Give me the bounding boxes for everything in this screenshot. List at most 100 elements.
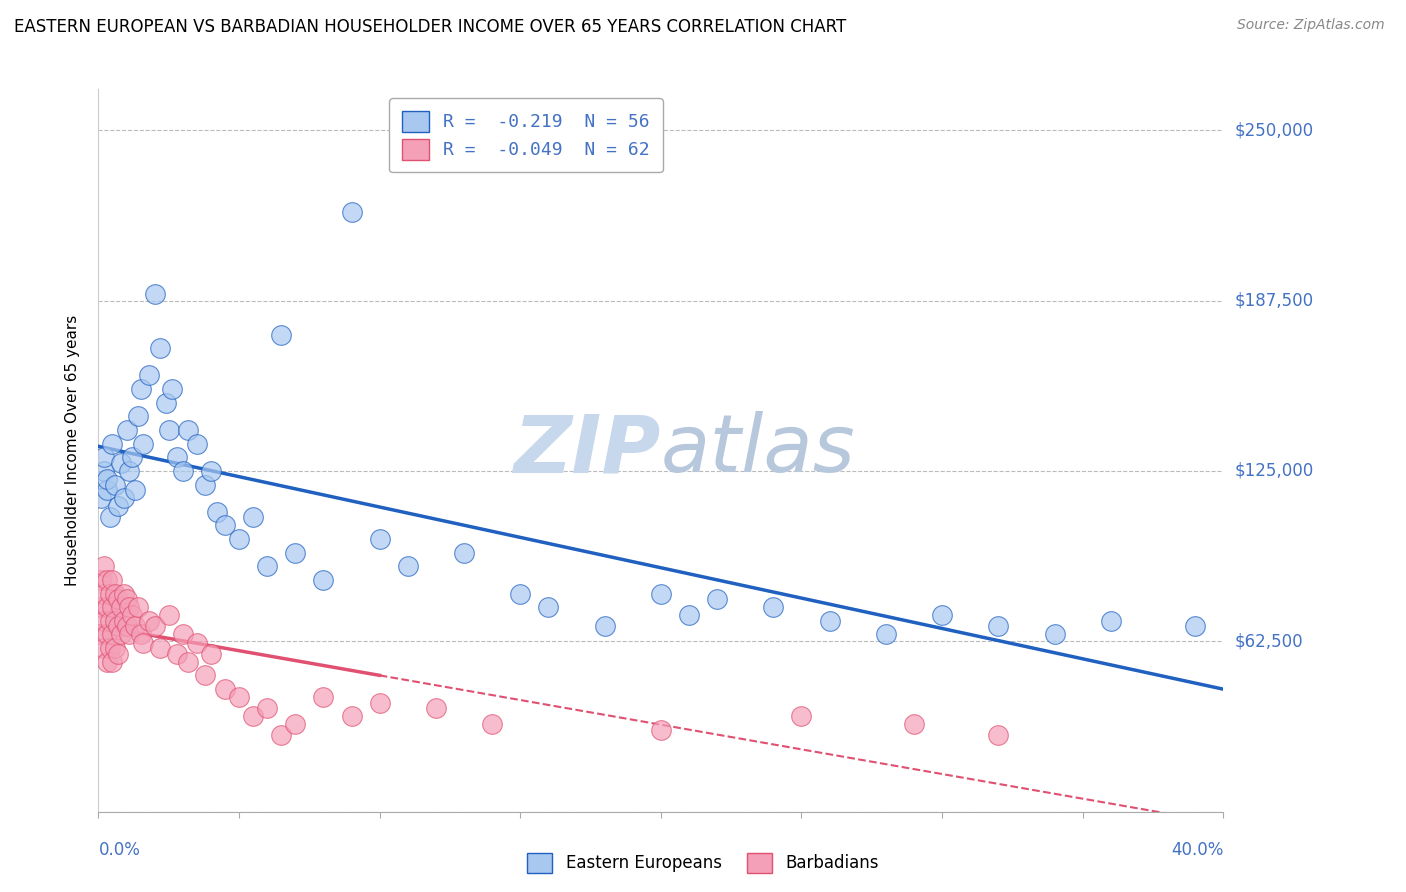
- Point: [650, 586, 672, 600]
- Point: [200, 464, 222, 478]
- Point: [157, 423, 180, 437]
- Point: [93, 586, 115, 600]
- Point: [678, 608, 700, 623]
- Point: [650, 723, 672, 737]
- Point: [200, 647, 222, 661]
- Point: [1043, 627, 1066, 641]
- Point: [112, 586, 135, 600]
- Point: [509, 586, 531, 600]
- Point: [132, 436, 155, 450]
- Text: $187,500: $187,500: [1234, 292, 1313, 310]
- Point: [155, 396, 177, 410]
- Point: [425, 701, 447, 715]
- Point: [96, 483, 118, 497]
- Point: [931, 608, 953, 623]
- Point: [256, 559, 278, 574]
- Point: [118, 600, 141, 615]
- Point: [98, 586, 121, 600]
- Point: [96, 573, 118, 587]
- Point: [149, 641, 172, 656]
- Point: [242, 709, 264, 723]
- Point: [101, 627, 124, 641]
- Point: [98, 641, 121, 656]
- Point: [112, 614, 135, 628]
- Point: [340, 709, 363, 723]
- Point: [98, 510, 121, 524]
- Text: 40.0%: 40.0%: [1171, 840, 1223, 859]
- Point: [104, 641, 127, 656]
- Point: [186, 436, 208, 450]
- Point: [790, 709, 813, 723]
- Point: [124, 619, 146, 633]
- Point: [112, 491, 135, 505]
- Point: [115, 423, 138, 437]
- Point: [93, 559, 115, 574]
- Point: [115, 592, 138, 607]
- Point: [98, 614, 121, 628]
- Point: [107, 647, 129, 661]
- Point: [93, 464, 115, 478]
- Text: EASTERN EUROPEAN VS BARBADIAN HOUSEHOLDER INCOME OVER 65 YEARS CORRELATION CHART: EASTERN EUROPEAN VS BARBADIAN HOUSEHOLDE…: [14, 18, 846, 36]
- Point: [214, 518, 236, 533]
- Point: [104, 477, 127, 491]
- Point: [270, 327, 292, 342]
- Point: [186, 635, 208, 649]
- Point: [228, 532, 250, 546]
- Point: [875, 627, 897, 641]
- Point: [1184, 619, 1206, 633]
- Point: [107, 592, 129, 607]
- Point: [129, 627, 152, 641]
- Point: [93, 641, 115, 656]
- Point: [96, 600, 118, 615]
- Point: [138, 368, 160, 383]
- Point: [118, 464, 141, 478]
- Legend: Eastern Europeans, Barbadians: Eastern Europeans, Barbadians: [520, 847, 886, 880]
- Point: [166, 647, 188, 661]
- Point: [110, 456, 132, 470]
- Point: [270, 728, 292, 742]
- Point: [90, 627, 112, 641]
- Point: [101, 436, 124, 450]
- Point: [368, 696, 391, 710]
- Point: [214, 681, 236, 696]
- Point: [453, 546, 475, 560]
- Point: [396, 559, 419, 574]
- Point: [121, 450, 143, 465]
- Point: [903, 717, 925, 731]
- Point: [256, 701, 278, 715]
- Point: [593, 619, 616, 633]
- Point: [312, 690, 335, 705]
- Point: [129, 382, 152, 396]
- Text: $62,500: $62,500: [1234, 632, 1303, 650]
- Point: [157, 608, 180, 623]
- Text: 0.0%: 0.0%: [98, 840, 141, 859]
- Point: [110, 627, 132, 641]
- Point: [93, 450, 115, 465]
- Point: [90, 600, 112, 615]
- Text: ZIP: ZIP: [513, 411, 661, 490]
- Point: [90, 573, 112, 587]
- Point: [284, 717, 307, 731]
- Point: [96, 627, 118, 641]
- Point: [160, 382, 183, 396]
- Point: [818, 614, 841, 628]
- Point: [118, 627, 141, 641]
- Point: [172, 627, 194, 641]
- Point: [93, 614, 115, 628]
- Point: [110, 600, 132, 615]
- Point: [121, 608, 143, 623]
- Text: Source: ZipAtlas.com: Source: ZipAtlas.com: [1237, 18, 1385, 32]
- Point: [228, 690, 250, 705]
- Point: [90, 491, 112, 505]
- Point: [242, 510, 264, 524]
- Point: [481, 717, 503, 731]
- Point: [107, 619, 129, 633]
- Point: [124, 483, 146, 497]
- Point: [537, 600, 560, 615]
- Point: [762, 600, 785, 615]
- Y-axis label: Householder Income Over 65 years: Householder Income Over 65 years: [65, 315, 80, 586]
- Point: [177, 423, 200, 437]
- Point: [115, 619, 138, 633]
- Point: [706, 592, 728, 607]
- Point: [127, 600, 149, 615]
